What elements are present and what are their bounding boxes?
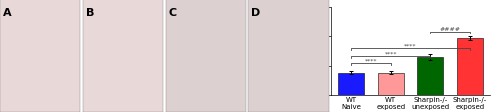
Text: ****: **** [384,51,397,56]
Text: A: A [3,8,12,18]
Bar [378,73,404,95]
Text: ####: #### [440,27,460,32]
Text: D: D [252,8,260,18]
Text: ****: **** [404,43,417,48]
Bar [418,57,443,95]
Bar [338,73,364,95]
Text: ****: **** [364,58,377,63]
Text: C: C [168,8,177,18]
Bar [457,39,483,95]
Y-axis label: Thickness (µM): Thickness (µM) [303,23,312,80]
Text: B: B [86,8,94,18]
Text: E: E [270,1,278,11]
